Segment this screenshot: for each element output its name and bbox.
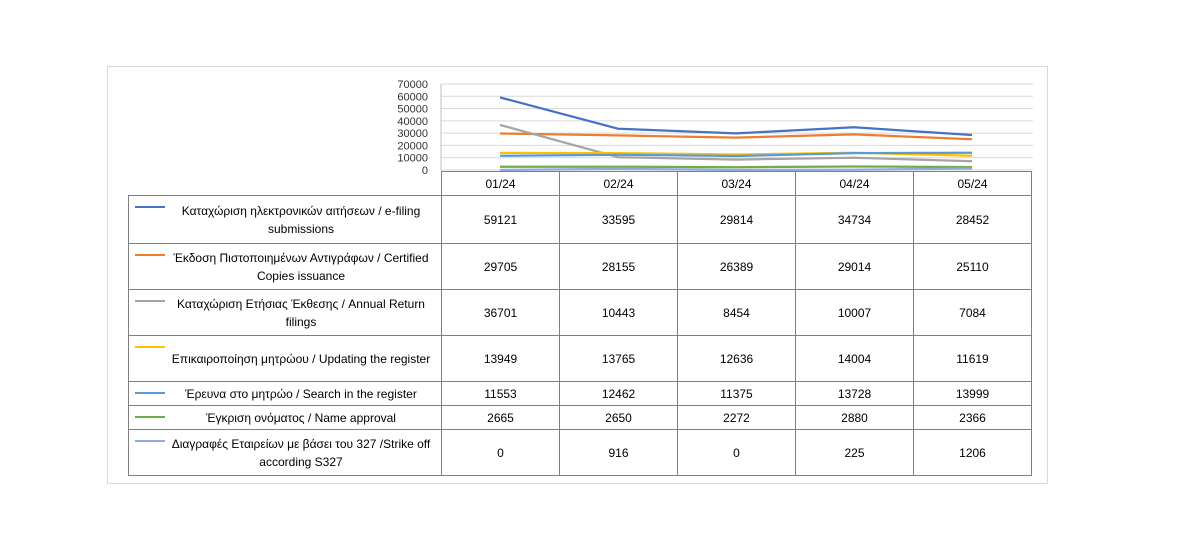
y-tick-label: 70000 (397, 79, 428, 91)
data-label: 2880 (795, 405, 914, 430)
data-label: 225 (795, 429, 914, 476)
data-label: 2272 (677, 405, 796, 430)
data-label: 0 (441, 429, 560, 476)
data-label: 33595 (559, 195, 678, 244)
data-label: 11619 (913, 335, 1032, 382)
legend-entry: Έγκριση ονόματος / Name approval (128, 405, 442, 430)
data-label: 2366 (913, 405, 1032, 430)
series-line-3 (499, 123, 973, 163)
table-row: Έκδοση Πιστοποιημένων Αντιγράφων / Certi… (128, 243, 1032, 290)
legend-swatch (135, 254, 165, 256)
legend-swatch (135, 300, 165, 302)
data-table: 01/24 02/24 03/24 04/24 05/24 Καταχώριση ηλεκ… (128, 171, 1032, 476)
series-line-5 (499, 151, 973, 158)
header-blank-cell (129, 172, 442, 196)
series-line-1 (499, 96, 973, 137)
table-header-row: 01/24 02/24 03/24 04/24 05/24 (129, 171, 1032, 196)
series-name: Καταχώριση Ετήσιας Έκθεσης / Annual Retu… (177, 296, 425, 329)
data-label: 29014 (795, 243, 914, 290)
y-tick-label: 30000 (397, 128, 428, 140)
table-row: Διαγραφές Εταιρείων με βάσει του 327 /St… (128, 429, 1032, 476)
data-label: 59121 (441, 195, 560, 244)
data-label: 10007 (795, 289, 914, 336)
data-label: 7084 (913, 289, 1032, 336)
data-label: 2650 (559, 405, 678, 430)
legend-entry: Επικαιροποίηση μητρώου / Updating the re… (128, 335, 442, 382)
data-label: 14004 (795, 335, 914, 382)
data-label: 916 (559, 429, 678, 476)
data-label: 25110 (913, 243, 1032, 290)
legend-swatch (135, 346, 165, 348)
data-label: 8454 (677, 289, 796, 336)
legend-entry: Διαγραφές Εταιρείων με βάσει του 327 /St… (128, 429, 442, 476)
y-tick-label: 10000 (397, 153, 428, 165)
legend-swatch (135, 440, 165, 442)
data-label: 36701 (441, 289, 560, 336)
data-label: 13999 (913, 381, 1032, 406)
data-label: 26389 (677, 243, 796, 290)
table-row: Καταχώριση Ετήσιας Έκθεσης / Annual Retu… (128, 289, 1032, 336)
x-tick-label: 02/24 (559, 171, 678, 196)
series-name: Έγκριση ονόματος / Name approval (206, 410, 396, 425)
y-tick-label: 50000 (397, 104, 428, 116)
y-tick-label: 60000 (397, 91, 428, 103)
data-label: 12462 (559, 381, 678, 406)
legend-swatch (135, 206, 165, 208)
data-label: 0 (677, 429, 796, 476)
data-label: 29814 (677, 195, 796, 244)
series-name: Έκδοση Πιστοποιημένων Αντιγράφων / Certi… (173, 250, 429, 283)
data-label: 28452 (913, 195, 1032, 244)
series-line-2 (499, 132, 973, 141)
table-row: Έρευνα στο μητρώο / Search in the regist… (128, 381, 1032, 406)
data-label: 13765 (559, 335, 678, 382)
series-name: Επικαιροποίηση μητρώου / Updating the re… (171, 351, 431, 366)
series-line-7 (499, 167, 973, 172)
x-tick-label: 01/24 (441, 171, 560, 196)
legend-entry: Έκδοση Πιστοποιημένων Αντιγράφων / Certi… (128, 243, 442, 290)
legend-swatch (135, 392, 165, 394)
legend-entry: Καταχώριση ηλεκτρονικών αιτήσεων / e-fil… (128, 195, 442, 244)
legend-entry: Καταχώριση Ετήσιας Έκθεσης / Annual Retu… (128, 289, 442, 336)
y-tick-label: 0 (422, 165, 428, 177)
data-label: 13728 (795, 381, 914, 406)
y-tick-label: 40000 (397, 116, 428, 128)
legend-entry: Έρευνα στο μητρώο / Search in the regist… (128, 381, 442, 406)
data-label: 2665 (441, 405, 560, 430)
series-line-6 (500, 165, 973, 169)
x-tick-label: 04/24 (795, 171, 914, 196)
data-label: 34734 (795, 195, 914, 244)
series-name: Έρευνα στο μητρώο / Search in the regist… (185, 386, 417, 401)
table-row: Καταχώριση ηλεκτρονικών αιτήσεων / e-fil… (128, 195, 1032, 244)
legend-swatch (135, 416, 165, 418)
data-label: 11375 (677, 381, 796, 406)
data-label: 11553 (441, 381, 560, 406)
table-row: Έγκριση ονόματος / Name approval 2665 2650… (128, 405, 1032, 430)
x-tick-label: 03/24 (677, 171, 796, 196)
table-row: Επικαιροποίηση μητρώου / Updating the re… (128, 335, 1032, 382)
data-label: 13949 (441, 335, 560, 382)
data-label: 12636 (677, 335, 796, 382)
x-tick-label: 05/24 (913, 171, 1032, 196)
data-label: 1206 (913, 429, 1032, 476)
series-name: Καταχώριση ηλεκτρονικών αιτήσεων / e-fil… (181, 203, 421, 236)
data-label: 29705 (441, 243, 560, 290)
y-tick-label: 20000 (397, 140, 428, 152)
series-name: Διαγραφές Εταιρείων με βάσει του 327 /St… (171, 436, 431, 469)
data-label: 10443 (559, 289, 678, 336)
data-label: 28155 (559, 243, 678, 290)
